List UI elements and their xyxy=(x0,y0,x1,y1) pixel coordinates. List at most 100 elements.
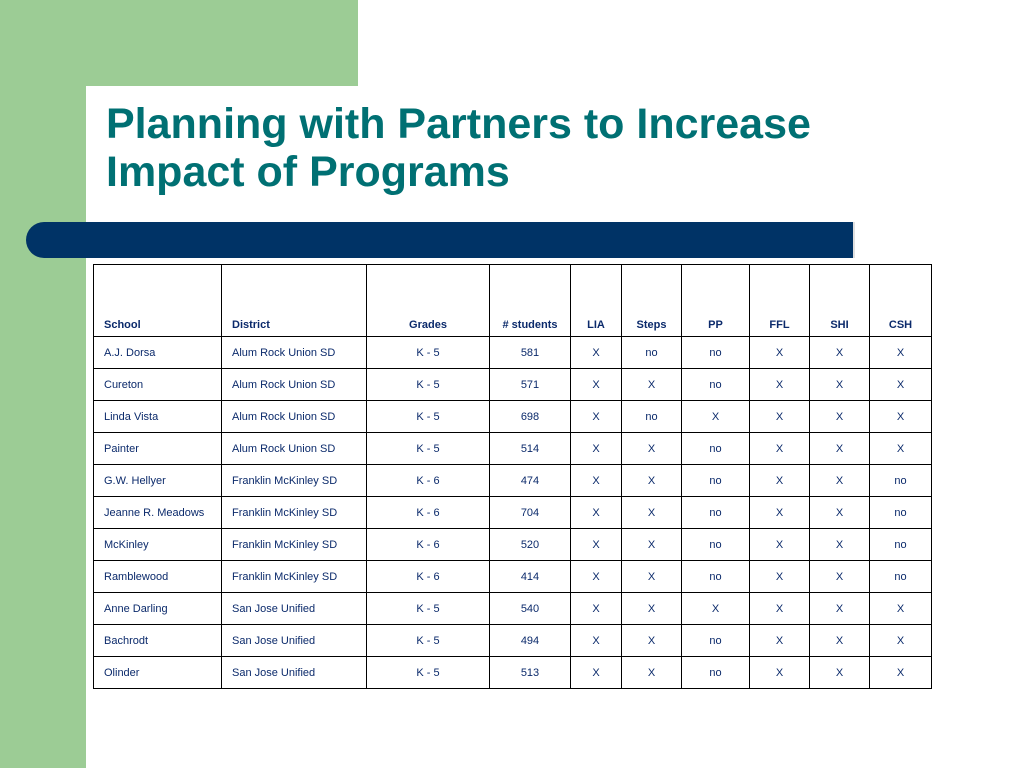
table-row: McKinley Franklin McKinley SD K - 6 520 … xyxy=(93,528,932,561)
cell-ffl: X xyxy=(749,624,810,657)
cell-csh: X xyxy=(869,624,932,657)
cell-ffl: X xyxy=(749,496,810,529)
cell-students: 514 xyxy=(489,432,571,465)
header-students: # students xyxy=(489,264,571,337)
cell-shi: X xyxy=(809,400,870,433)
cell-steps: X xyxy=(621,592,682,625)
programs-table: School District Grades # students LIA St… xyxy=(93,264,932,689)
cell-school: Cureton xyxy=(93,368,222,401)
cell-school: Painter xyxy=(93,432,222,465)
cell-csh: X xyxy=(869,368,932,401)
cell-csh: X xyxy=(869,336,932,369)
header-csh: CSH xyxy=(869,264,932,337)
cell-students: 513 xyxy=(489,656,571,689)
cell-csh: no xyxy=(869,464,932,497)
cell-grades: K - 6 xyxy=(366,496,490,529)
header-lia: LIA xyxy=(570,264,622,337)
cell-pp: no xyxy=(681,624,750,657)
cell-school: Ramblewood xyxy=(93,560,222,593)
slide-title: Planning with Partners to Increase Impac… xyxy=(106,100,986,196)
cell-ffl: X xyxy=(749,336,810,369)
cell-ffl: X xyxy=(749,400,810,433)
cell-lia: X xyxy=(570,336,622,369)
cell-ffl: X xyxy=(749,560,810,593)
cell-shi: X xyxy=(809,592,870,625)
slide-title-line-2: Impact of Programs xyxy=(106,148,510,196)
cell-school: Olinder xyxy=(93,656,222,689)
cell-shi: X xyxy=(809,464,870,497)
cell-district: Alum Rock Union SD xyxy=(221,368,367,401)
cell-shi: X xyxy=(809,624,870,657)
table-row: Olinder San Jose Unified K - 5 513 X X n… xyxy=(93,656,932,689)
header-ffl: FFL xyxy=(749,264,810,337)
cell-district: Alum Rock Union SD xyxy=(221,400,367,433)
table-row: Anne Darling San Jose Unified K - 5 540 … xyxy=(93,592,932,625)
cell-students: 581 xyxy=(489,336,571,369)
cell-students: 474 xyxy=(489,464,571,497)
cell-students: 520 xyxy=(489,528,571,561)
cell-ffl: X xyxy=(749,528,810,561)
cell-pp: no xyxy=(681,560,750,593)
cell-steps: X xyxy=(621,432,682,465)
cell-shi: X xyxy=(809,368,870,401)
header-shi: SHI xyxy=(809,264,870,337)
cell-grades: K - 5 xyxy=(366,336,490,369)
cell-csh: X xyxy=(869,656,932,689)
cell-grades: K - 5 xyxy=(366,400,490,433)
cell-steps: X xyxy=(621,656,682,689)
cell-lia: X xyxy=(570,432,622,465)
cell-district: Alum Rock Union SD xyxy=(221,432,367,465)
cell-csh: no xyxy=(869,560,932,593)
table-row: G.W. Hellyer Franklin McKinley SD K - 6 … xyxy=(93,464,932,497)
cell-csh: X xyxy=(869,592,932,625)
table-row: Ramblewood Franklin McKinley SD K - 6 41… xyxy=(93,560,932,593)
cell-ffl: X xyxy=(749,368,810,401)
cell-students: 704 xyxy=(489,496,571,529)
header-school: School xyxy=(93,264,222,337)
cell-pp: X xyxy=(681,592,750,625)
cell-lia: X xyxy=(570,400,622,433)
table-row: Painter Alum Rock Union SD K - 5 514 X X… xyxy=(93,432,932,465)
cell-steps: X xyxy=(621,464,682,497)
cell-grades: K - 5 xyxy=(366,656,490,689)
title-divider-bar xyxy=(26,222,853,258)
header-district: District xyxy=(221,264,367,337)
cell-lia: X xyxy=(570,528,622,561)
cell-grades: K - 6 xyxy=(366,560,490,593)
cell-students: 571 xyxy=(489,368,571,401)
cell-ffl: X xyxy=(749,592,810,625)
cell-school: A.J. Dorsa xyxy=(93,336,222,369)
table-row: Linda Vista Alum Rock Union SD K - 5 698… xyxy=(93,400,932,433)
cell-lia: X xyxy=(570,656,622,689)
cell-pp: no xyxy=(681,496,750,529)
green-top-band xyxy=(0,0,358,86)
cell-school: Bachrodt xyxy=(93,624,222,657)
cell-shi: X xyxy=(809,560,870,593)
cell-shi: X xyxy=(809,528,870,561)
cell-csh: X xyxy=(869,400,932,433)
cell-lia: X xyxy=(570,496,622,529)
cell-steps: no xyxy=(621,336,682,369)
cell-pp: no xyxy=(681,336,750,369)
cell-grades: K - 5 xyxy=(366,368,490,401)
cell-pp: no xyxy=(681,464,750,497)
cell-school: McKinley xyxy=(93,528,222,561)
cell-district: San Jose Unified xyxy=(221,624,367,657)
table-row: A.J. Dorsa Alum Rock Union SD K - 5 581 … xyxy=(93,336,932,369)
table-row: Cureton Alum Rock Union SD K - 5 571 X X… xyxy=(93,368,932,401)
cell-lia: X xyxy=(570,464,622,497)
cell-students: 494 xyxy=(489,624,571,657)
cell-district: Alum Rock Union SD xyxy=(221,336,367,369)
cell-school: Anne Darling xyxy=(93,592,222,625)
cell-csh: X xyxy=(869,432,932,465)
title-divider-bar-shadow xyxy=(853,222,855,258)
slide-title-line-1: Planning with Partners to Increase xyxy=(106,100,811,148)
cell-school: Jeanne R. Meadows xyxy=(93,496,222,529)
cell-students: 414 xyxy=(489,560,571,593)
cell-school: G.W. Hellyer xyxy=(93,464,222,497)
table-header-row: School District Grades # students LIA St… xyxy=(93,264,932,337)
cell-lia: X xyxy=(570,560,622,593)
cell-grades: K - 5 xyxy=(366,592,490,625)
cell-district: Franklin McKinley SD xyxy=(221,496,367,529)
cell-students: 698 xyxy=(489,400,571,433)
